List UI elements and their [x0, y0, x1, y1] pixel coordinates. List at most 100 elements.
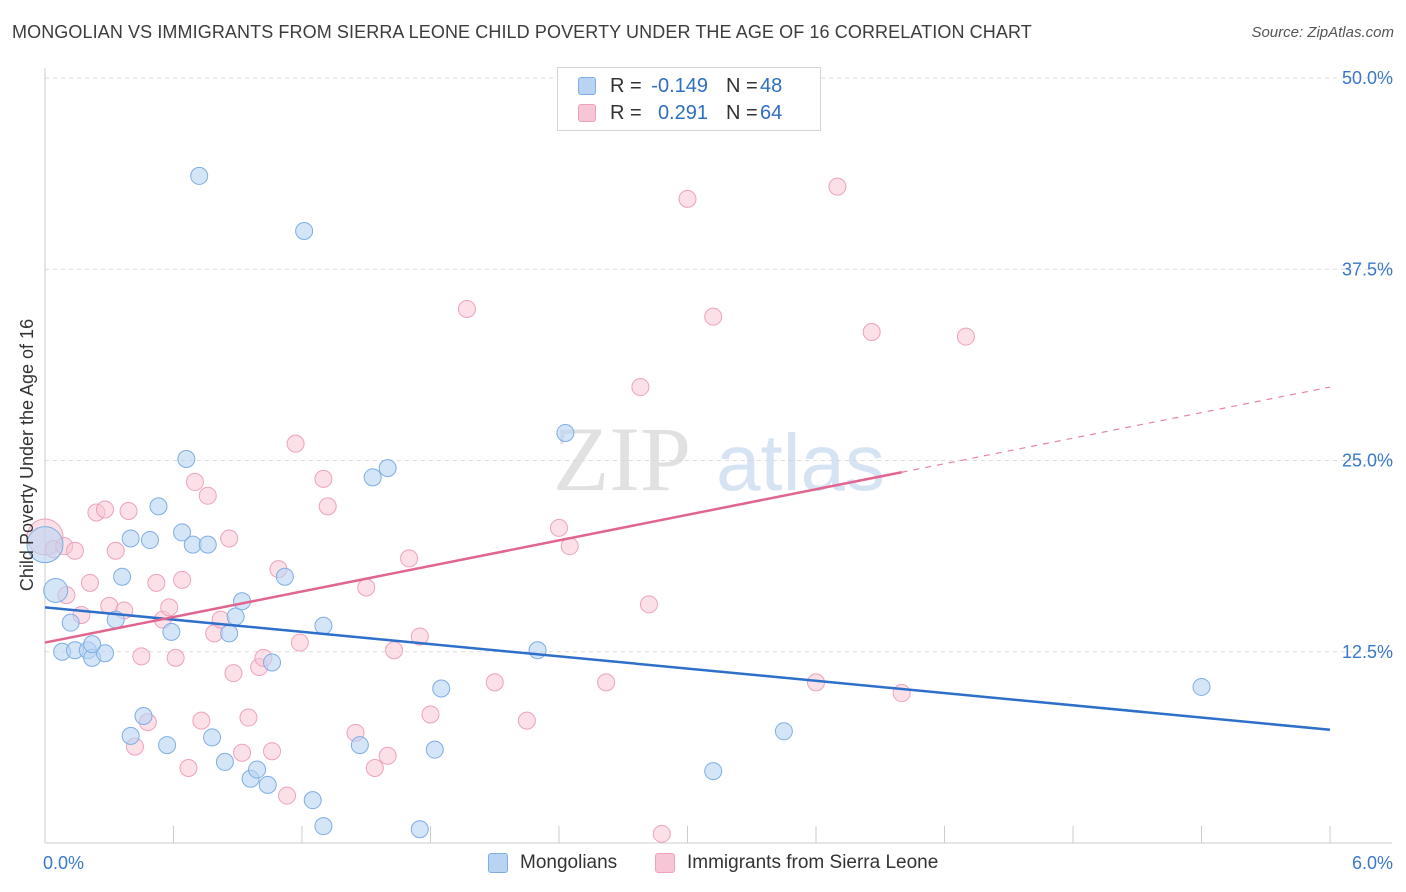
data-point-mongolian [314, 616, 333, 635]
data-point-mongolian [220, 624, 239, 643]
data-point-sierra-leone [198, 486, 217, 505]
tick-labels: 12.5% 25.0% 37.5% 50.0% 0.0% 6.0% [43, 68, 1393, 873]
y-axis-label: Child Poverty Under the Age of 16 [17, 319, 37, 591]
data-point-sierra-leone [597, 673, 616, 692]
data-point-mongolian [183, 535, 202, 554]
data-point-mongolian [226, 607, 245, 626]
data-point-mongolian [43, 578, 69, 604]
chart-title: MONGOLIAN VS IMMIGRANTS FROM SIERRA LEON… [12, 22, 1032, 42]
watermark: ZIP atlas [553, 408, 885, 510]
data-point-sierra-leone [639, 595, 658, 614]
r-value-sierra-leone: 0.291 [657, 101, 708, 124]
x-tick-label: 0.0% [43, 853, 84, 873]
data-point-mongolian [95, 644, 114, 663]
data-point-sierra-leone [862, 322, 881, 341]
data-point-sierra-leone [318, 497, 337, 516]
data-point-sierra-leone [678, 189, 697, 208]
data-point-sierra-leone [421, 705, 440, 724]
data-point-sierra-leone [385, 641, 404, 660]
series-mongolians [26, 166, 1211, 839]
trend-lines [44, 386, 1331, 732]
n-value-mongolians: 48 [760, 74, 783, 97]
n-value-sierra-leone: 64 [760, 101, 783, 124]
data-point-mongolian [774, 722, 793, 741]
x-tick-label: 6.0% [1352, 853, 1393, 873]
legend-row-sierra-leone: R = 0.291 N = 64 [578, 100, 782, 126]
data-point-sierra-leone [286, 434, 305, 453]
legend-label-sierra-leone: Immigrants from Sierra Leone [687, 852, 939, 873]
trend-line-sierra-leone-extension [901, 386, 1331, 473]
data-point-mongolian [26, 526, 64, 564]
data-point-sierra-leone [410, 627, 429, 646]
data-point-sierra-leone [80, 573, 99, 592]
legend-swatch-blue [578, 77, 596, 95]
data-point-sierra-leone [65, 541, 84, 560]
data-point-mongolian [303, 791, 322, 810]
data-point-sierra-leone [278, 786, 297, 805]
trend-line-mongolians [44, 606, 1331, 732]
data-point-mongolian [149, 497, 168, 516]
data-point-sierra-leone [457, 300, 476, 319]
source-label: Source: ZipAtlas.com [1251, 24, 1394, 41]
gridlines [45, 77, 1392, 653]
n-label: N = [726, 74, 758, 97]
legend-swatch-blue [488, 853, 508, 873]
data-point-mongolian [275, 567, 294, 586]
data-point-sierra-leone [173, 570, 192, 589]
data-point-sierra-leone [179, 759, 198, 778]
data-point-mongolian [198, 535, 217, 554]
y-tick-label: 25.0% [1342, 451, 1393, 471]
data-point-mongolian [177, 449, 196, 468]
data-point-sierra-leone [828, 177, 847, 196]
data-point-sierra-leone [892, 684, 911, 703]
data-point-sierra-leone [95, 500, 114, 519]
data-point-mongolian [113, 567, 132, 586]
legend-item-mongolians: Mongolians [488, 852, 617, 874]
data-point-mongolian [215, 752, 234, 771]
data-point-mongolian [83, 635, 102, 654]
data-point-mongolian [121, 529, 140, 548]
legend-row-mongolians: R = -0.149 N = 48 [578, 73, 782, 99]
legend-swatch-pink [578, 104, 596, 122]
data-point-mongolian [121, 726, 140, 745]
data-point-sierra-leone [185, 472, 204, 491]
watermark-atlas: atlas [716, 418, 885, 507]
data-point-sierra-leone [119, 501, 138, 520]
data-point-sierra-leone [652, 824, 671, 843]
trend-line-sierra-leone [44, 471, 902, 644]
r-label: R = [610, 74, 642, 97]
data-point-sierra-leone [147, 573, 166, 592]
data-point-mongolian [704, 762, 723, 781]
y-tick-label: 37.5% [1342, 259, 1393, 279]
data-point-sierra-leone [631, 378, 650, 397]
data-point-mongolian [528, 641, 547, 660]
data-point-mongolian [425, 740, 444, 759]
data-point-mongolian [248, 760, 267, 779]
data-point-mongolian [258, 775, 277, 794]
r-value-mongolians: -0.149 [651, 74, 708, 97]
data-point-mongolian [1192, 677, 1211, 696]
data-point-sierra-leone [166, 648, 185, 667]
data-point-sierra-leone [956, 327, 975, 346]
data-point-sierra-leone [233, 743, 252, 762]
data-point-sierra-leone [220, 529, 239, 548]
data-point-sierra-leone [192, 711, 211, 730]
data-point-mongolian [314, 817, 333, 836]
data-point-sierra-leone [378, 746, 397, 765]
data-point-sierra-leone [132, 647, 151, 666]
legend-label-mongolians: Mongolians [520, 852, 618, 873]
data-point-mongolian [162, 622, 181, 641]
n-label: N = [726, 101, 758, 124]
r-label: R = [610, 101, 642, 124]
data-point-sierra-leone [517, 711, 536, 730]
watermark-zip: ZIP [553, 408, 691, 510]
data-point-sierra-leone [239, 708, 258, 727]
data-point-sierra-leone [263, 742, 282, 761]
data-point-mongolian [190, 166, 209, 185]
data-point-sierra-leone [485, 673, 504, 692]
data-point-mongolian [350, 736, 369, 755]
data-point-mongolian [173, 523, 192, 542]
data-point-mongolian [410, 820, 429, 839]
correlation-legend: R = -0.149 N = 48 R = 0.291 N = 64 [557, 67, 821, 131]
